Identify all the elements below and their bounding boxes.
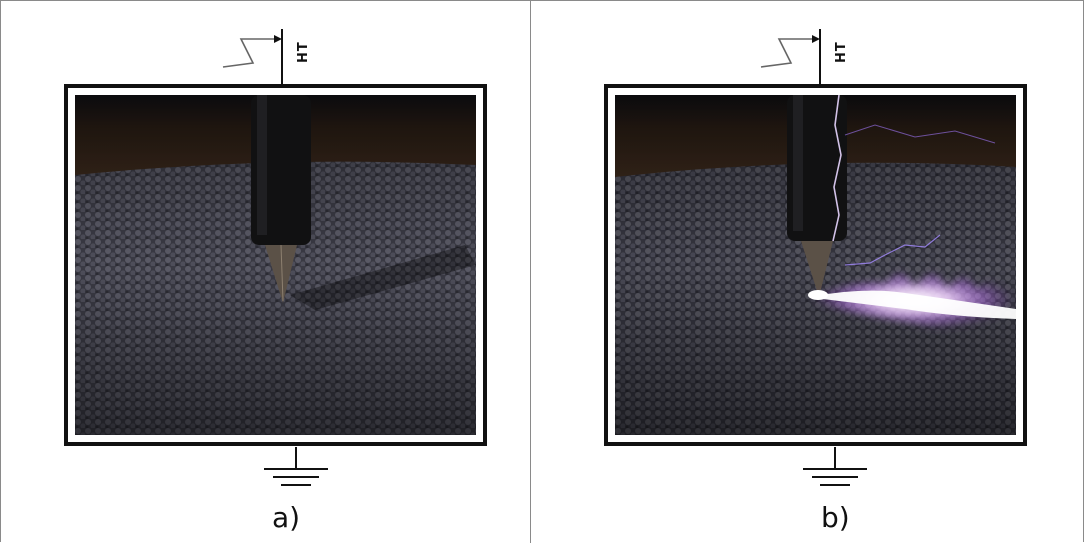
panel-b: HT: [531, 1, 1084, 543]
ht-label: HT: [834, 41, 849, 63]
ht-label: HT: [296, 41, 311, 63]
ground-icon: [803, 468, 867, 486]
arrow-head-icon: [274, 35, 282, 43]
circuit-diagram-b: [760, 29, 867, 486]
discharge-photo-b: [615, 95, 1016, 435]
panel-divider: [530, 1, 531, 543]
hv-zigzag-icon: [222, 38, 277, 68]
panel-a: HT: [1, 1, 530, 543]
hv-zigzag-icon: [760, 38, 815, 68]
discharge-photo-a: [75, 95, 476, 435]
photo-render-a: [75, 95, 476, 435]
photo-frame: [64, 84, 487, 446]
panel-caption-b: b): [821, 501, 850, 534]
photo-render-b: [615, 95, 1016, 435]
ground-icon: [264, 468, 328, 486]
panel-caption-a: a): [272, 501, 301, 534]
arrow-head-icon: [812, 35, 820, 43]
photo-frame: [604, 84, 1027, 446]
circuit-diagram-a: [222, 29, 328, 486]
